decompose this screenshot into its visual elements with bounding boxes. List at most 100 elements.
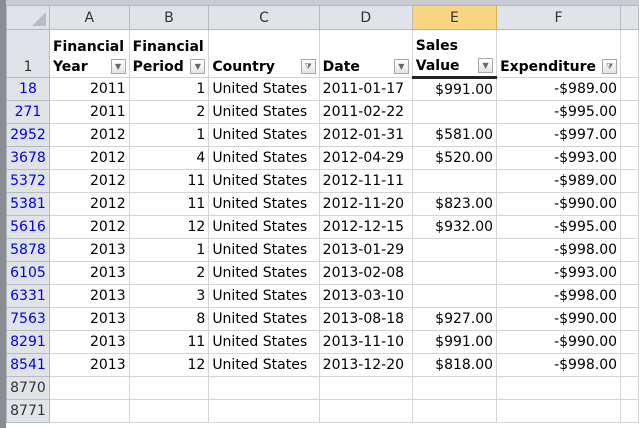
column-header-e[interactable]: E <box>411 5 498 30</box>
year-cell[interactable]: 2012 <box>48 123 130 147</box>
cell[interactable] <box>620 376 639 400</box>
date-cell[interactable]: 2012-01-31 <box>318 123 413 147</box>
header-cell[interactable]: Date ▼ <box>318 29 413 78</box>
date-cell[interactable]: 2013-03-10 <box>318 284 413 308</box>
row-header[interactable]: 6331 <box>6 284 50 308</box>
expenditure-cell[interactable]: -$998.00 <box>496 238 622 262</box>
date-cell[interactable]: 2011-02-22 <box>318 100 413 124</box>
cell[interactable] <box>208 399 320 423</box>
dropdown-filter-icon[interactable]: ▼ <box>110 59 126 74</box>
cell[interactable] <box>48 399 130 423</box>
period-cell[interactable]: 12 <box>128 215 210 239</box>
dropdown-filter-icon[interactable]: ▼ <box>393 59 409 74</box>
funnel-filter-icon[interactable]: ⧩ <box>602 59 618 74</box>
sales-cell[interactable]: $823.00 <box>411 192 498 216</box>
cell[interactable] <box>128 376 210 400</box>
funnel-filter-icon[interactable]: ⧩ <box>300 59 316 74</box>
expenditure-cell[interactable]: -$990.00 <box>496 330 622 354</box>
row-header[interactable]: 5616 <box>6 215 50 239</box>
column-header-f[interactable]: F <box>496 5 622 30</box>
sales-cell[interactable]: $991.00 <box>411 77 498 101</box>
expenditure-cell[interactable]: -$990.00 <box>496 192 622 216</box>
year-cell[interactable]: 2012 <box>48 192 130 216</box>
cell[interactable] <box>620 146 639 170</box>
cell[interactable] <box>208 376 320 400</box>
cell[interactable] <box>620 353 639 377</box>
cell[interactable] <box>128 399 210 423</box>
row-header[interactable]: 7563 <box>6 307 50 331</box>
expenditure-cell[interactable]: -$995.00 <box>496 100 622 124</box>
sales-cell[interactable]: $927.00 <box>411 307 498 331</box>
country-cell[interactable]: United States <box>208 307 320 331</box>
row-header[interactable]: 3678 <box>6 146 50 170</box>
cell[interactable] <box>411 376 498 400</box>
expenditure-cell[interactable]: -$998.00 <box>496 353 622 377</box>
country-cell[interactable]: United States <box>208 330 320 354</box>
cell[interactable] <box>318 376 413 400</box>
date-cell[interactable]: 2012-11-11 <box>318 169 413 193</box>
year-cell[interactable]: 2013 <box>48 284 130 308</box>
period-cell[interactable]: 11 <box>128 330 210 354</box>
cell[interactable] <box>496 376 622 400</box>
sales-cell[interactable] <box>411 284 498 308</box>
country-cell[interactable]: United States <box>208 215 320 239</box>
expenditure-cell[interactable]: -$989.00 <box>496 77 622 101</box>
cell[interactable] <box>620 307 639 331</box>
cell[interactable] <box>411 399 498 423</box>
row-header[interactable]: 18 <box>6 77 50 101</box>
period-cell[interactable]: 1 <box>128 123 210 147</box>
year-cell[interactable]: 2013 <box>48 353 130 377</box>
country-cell[interactable]: United States <box>208 284 320 308</box>
country-cell[interactable]: United States <box>208 238 320 262</box>
cell[interactable] <box>620 238 639 262</box>
country-cell[interactable]: United States <box>208 100 320 124</box>
sales-cell[interactable] <box>411 261 498 285</box>
cell[interactable] <box>318 399 413 423</box>
date-cell[interactable]: 2012-12-15 <box>318 215 413 239</box>
date-cell[interactable]: 2013-08-18 <box>318 307 413 331</box>
cell[interactable] <box>620 77 639 101</box>
column-header-b[interactable]: B <box>128 5 210 30</box>
header-cell[interactable]: Country ⧩ <box>208 29 320 78</box>
year-cell[interactable]: 2012 <box>48 146 130 170</box>
year-cell[interactable]: 2013 <box>48 238 130 262</box>
row-header[interactable]: 5878 <box>6 238 50 262</box>
date-cell[interactable]: 2012-04-29 <box>318 146 413 170</box>
year-cell[interactable]: 2011 <box>48 100 130 124</box>
period-cell[interactable]: 2 <box>128 100 210 124</box>
country-cell[interactable]: United States <box>208 353 320 377</box>
dropdown-filter-icon[interactable]: ▼ <box>190 59 206 74</box>
date-cell[interactable]: 2013-11-10 <box>318 330 413 354</box>
expenditure-cell[interactable]: -$997.00 <box>496 123 622 147</box>
row-header[interactable]: 6105 <box>6 261 50 285</box>
period-cell[interactable]: 11 <box>128 192 210 216</box>
year-cell[interactable]: 2013 <box>48 261 130 285</box>
period-cell[interactable]: 12 <box>128 353 210 377</box>
sales-cell[interactable] <box>411 238 498 262</box>
country-cell[interactable]: United States <box>208 77 320 101</box>
cell[interactable] <box>620 169 639 193</box>
date-cell[interactable]: 2011-01-17 <box>318 77 413 101</box>
cell[interactable] <box>620 284 639 308</box>
cell[interactable] <box>496 399 622 423</box>
row-header[interactable]: 5372 <box>6 169 50 193</box>
country-cell[interactable]: United States <box>208 261 320 285</box>
year-cell[interactable]: 2011 <box>48 77 130 101</box>
row-header[interactable]: 8770 <box>6 376 50 400</box>
sales-cell[interactable] <box>411 169 498 193</box>
header-cell[interactable]: Financial Year ▼ <box>48 29 130 78</box>
country-cell[interactable]: United States <box>208 123 320 147</box>
row-header[interactable]: 8291 <box>6 330 50 354</box>
cell[interactable] <box>620 100 639 124</box>
header-cell[interactable]: Sales Value ▼ <box>411 29 498 79</box>
year-cell[interactable]: 2012 <box>48 215 130 239</box>
period-cell[interactable]: 11 <box>128 169 210 193</box>
expenditure-cell[interactable]: -$993.00 <box>496 261 622 285</box>
row-header[interactable]: 271 <box>6 100 50 124</box>
column-header-c[interactable]: C <box>208 5 320 30</box>
sales-cell[interactable]: $818.00 <box>411 353 498 377</box>
header-cell[interactable]: Expenditure ⧩ <box>496 29 622 78</box>
year-cell[interactable]: 2012 <box>48 169 130 193</box>
date-cell[interactable]: 2013-12-20 <box>318 353 413 377</box>
period-cell[interactable]: 8 <box>128 307 210 331</box>
